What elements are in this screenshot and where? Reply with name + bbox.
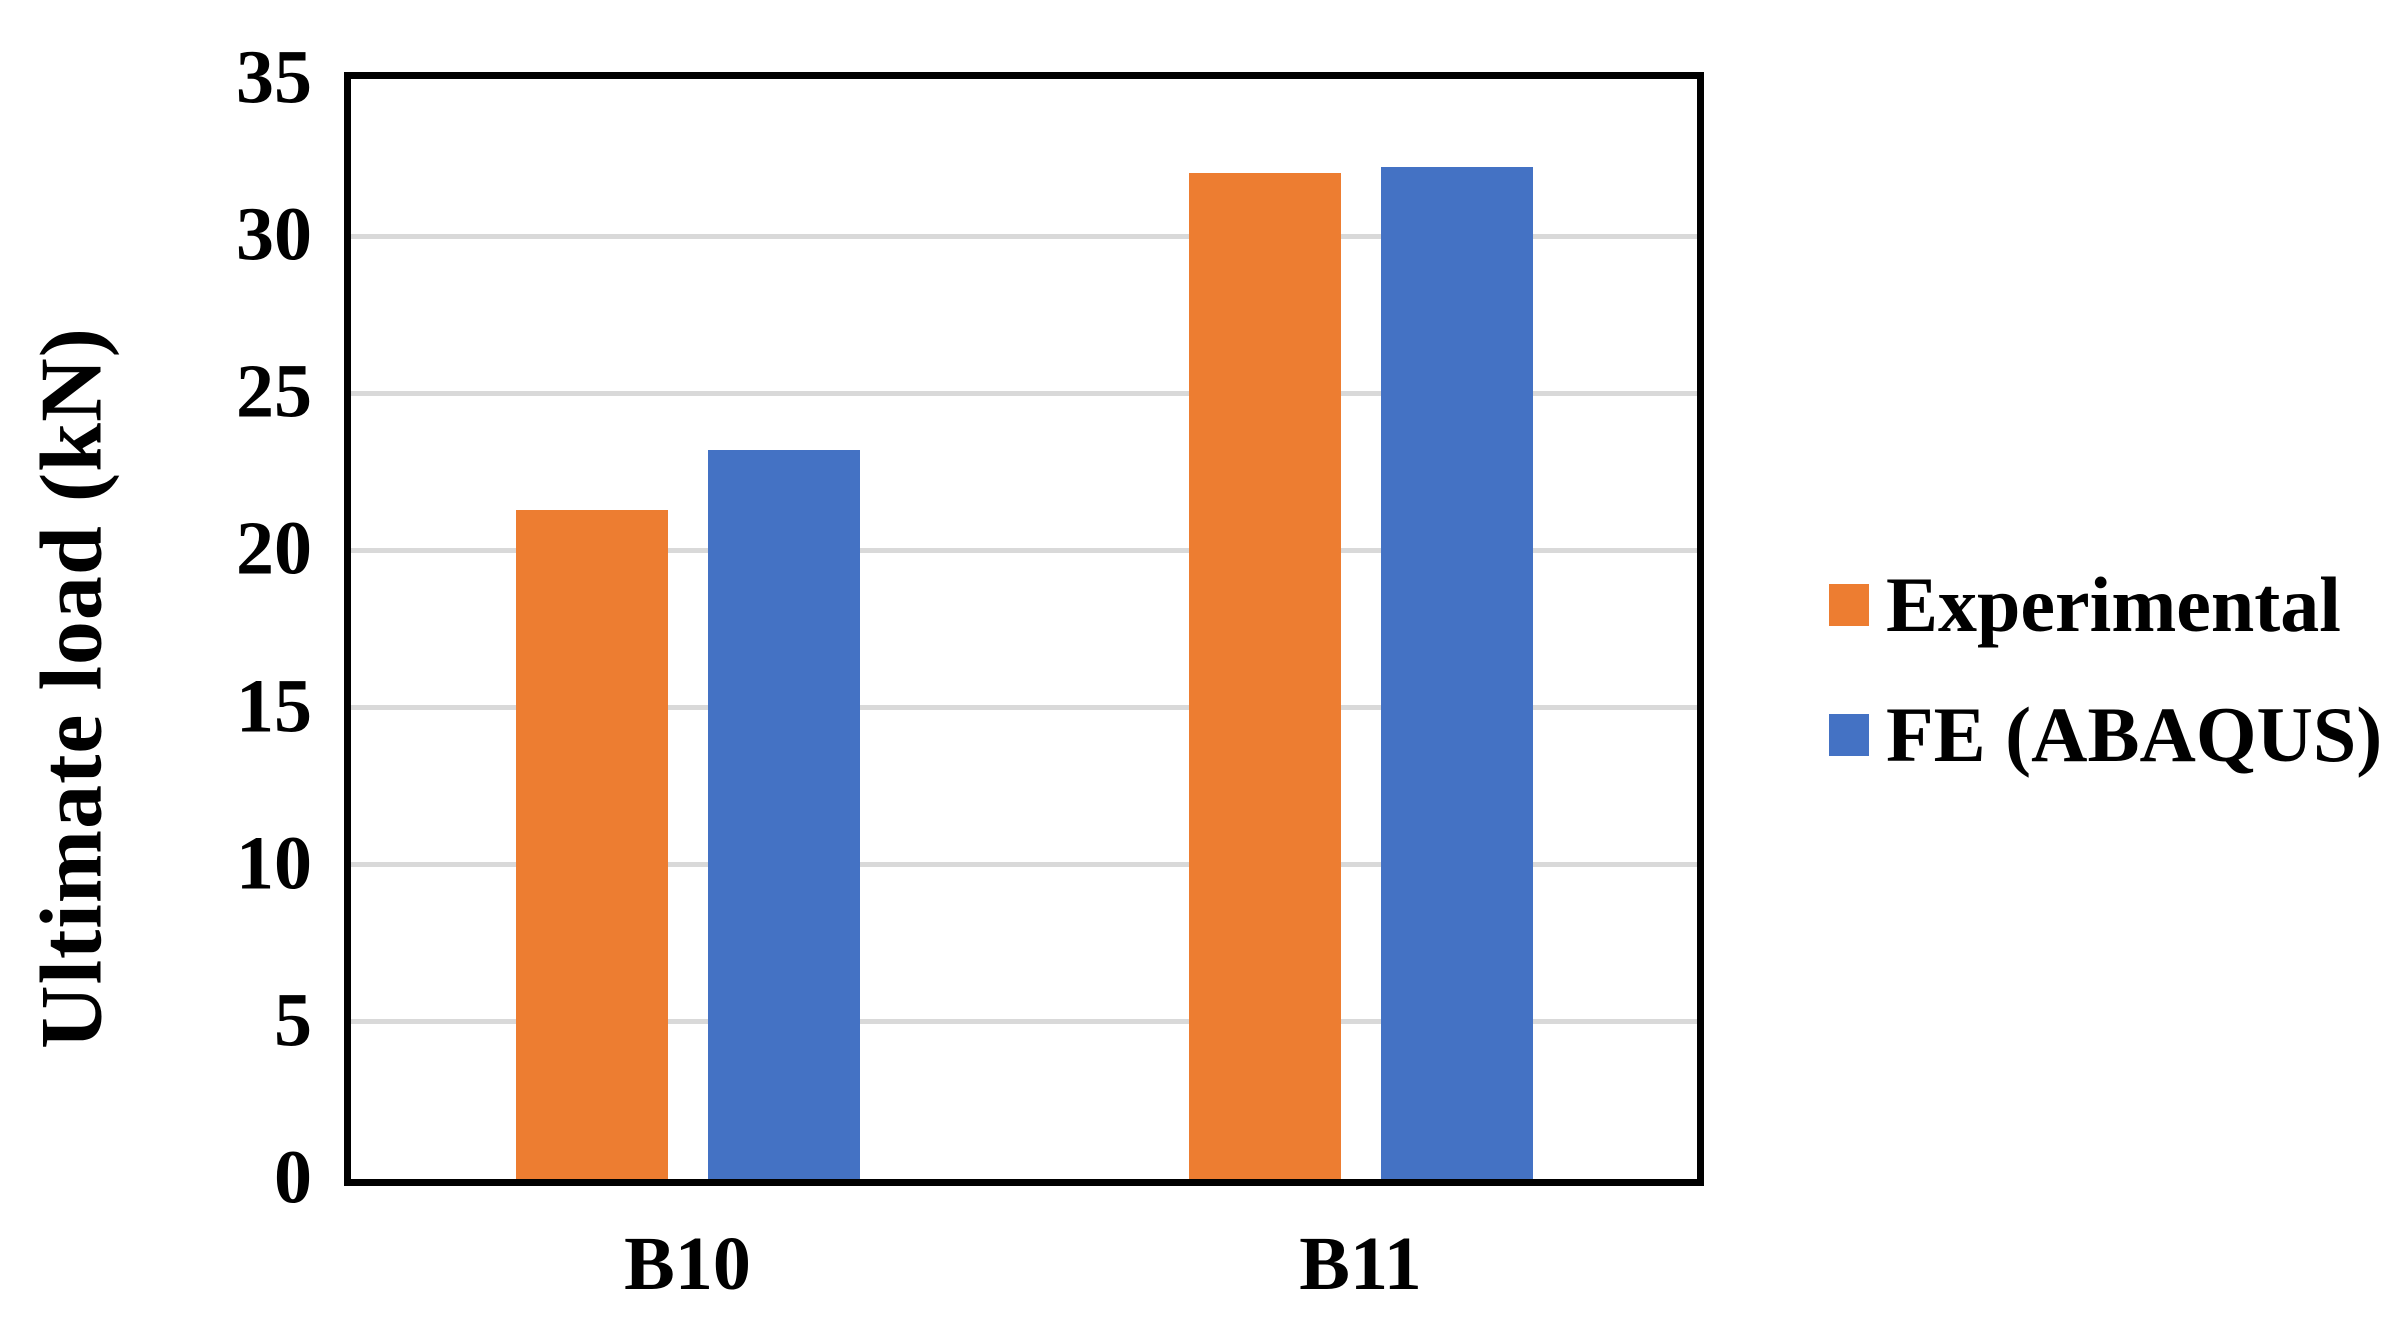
legend: Experimental FE (ABAQUS)	[1829, 566, 2382, 826]
y-tick-label: 30	[236, 192, 312, 277]
x-axis-category-labels: B10 B11	[344, 1226, 1704, 1316]
legend-label: Experimental	[1886, 561, 2341, 648]
y-tick-label: 15	[236, 664, 312, 749]
y-tick-label: 25	[236, 349, 312, 434]
y-tick-label: 10	[236, 821, 312, 906]
legend-label: FE (ABAQUS)	[1886, 691, 2383, 778]
y-tick-label: 5	[274, 978, 312, 1063]
x-category-label: B11	[1299, 1222, 1422, 1306]
bar-B11-experimental	[1188, 173, 1341, 1179]
bar-B10-fe-abaqus-	[707, 449, 860, 1179]
gridline	[351, 862, 1697, 868]
y-axis-tick-labels: 0 5 10 15 20 25 30 35	[0, 39, 312, 1215]
gridline	[351, 705, 1697, 711]
gridline	[351, 1019, 1697, 1025]
y-tick-label: 20	[236, 506, 312, 591]
gridline	[351, 390, 1697, 396]
legend-swatch-icon	[1829, 584, 1869, 626]
x-category-label: B10	[624, 1222, 751, 1306]
plot-area	[344, 72, 1704, 1186]
legend-item: FE (ABAQUS)	[1829, 696, 2382, 774]
y-tick-label: 0	[274, 1135, 312, 1220]
legend-swatch-icon	[1829, 714, 1869, 756]
gridline	[351, 547, 1697, 553]
bar-B11-fe-abaqus-	[1380, 167, 1533, 1179]
gridline	[351, 233, 1697, 239]
legend-item: Experimental	[1829, 566, 2382, 644]
bar-B10-experimental	[515, 509, 668, 1179]
y-tick-label: 35	[236, 35, 312, 120]
